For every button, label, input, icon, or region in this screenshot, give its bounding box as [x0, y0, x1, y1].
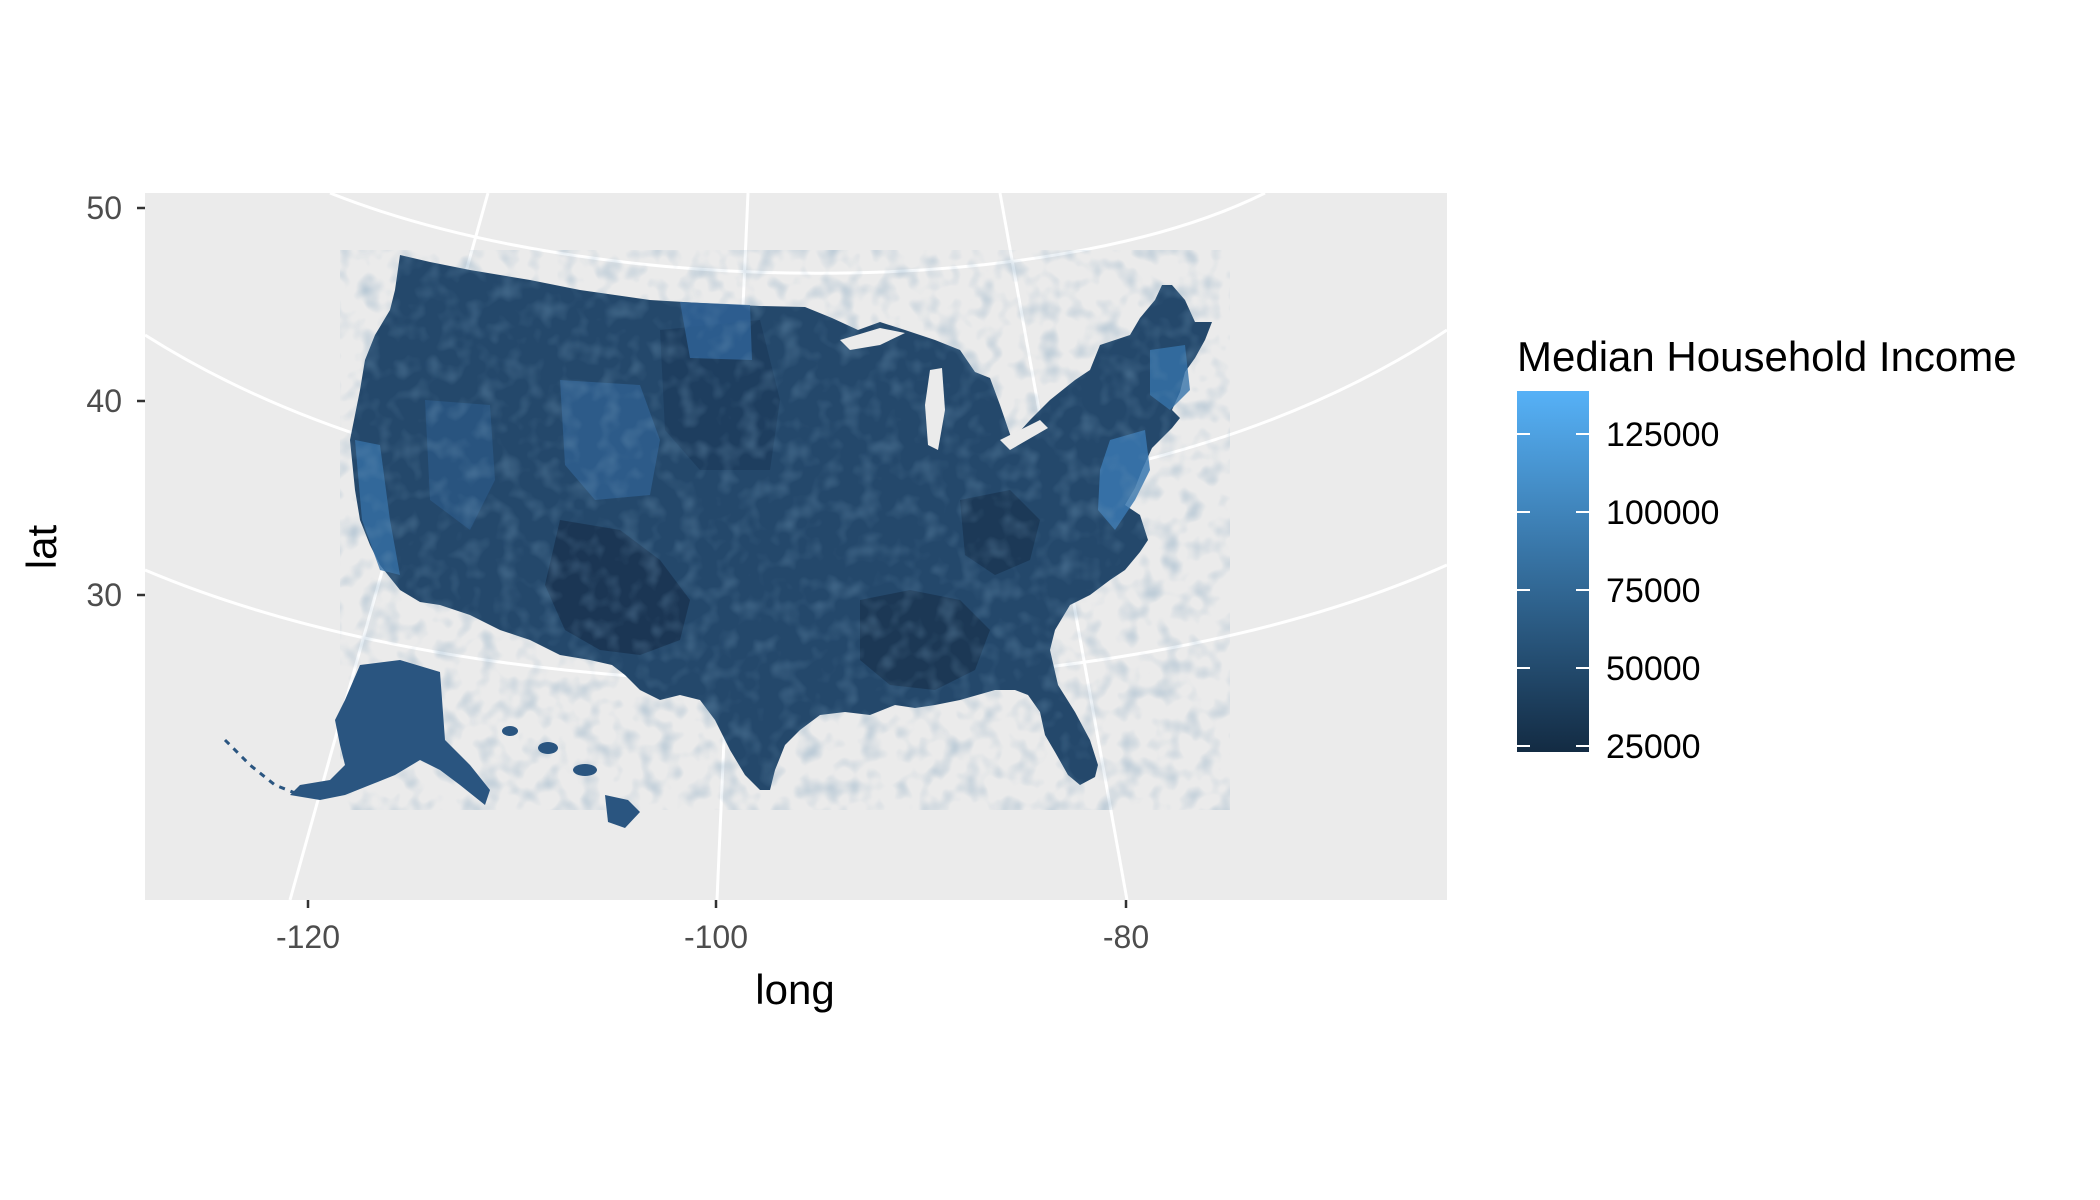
y-axis-title: lat — [18, 524, 65, 569]
us-map — [223, 250, 1230, 828]
hawaii-island-big — [605, 795, 640, 828]
legend: Median Household Income 125000 100000 75… — [1517, 333, 2017, 766]
y-axis — [137, 206, 145, 597]
legend-label-75000: 75000 — [1606, 572, 1701, 610]
x-tick-label-100: -100 — [684, 919, 748, 955]
legend-label-50000: 50000 — [1606, 650, 1701, 688]
y-tick-label-50: 50 — [86, 190, 122, 226]
legend-title: Median Household Income — [1517, 333, 2017, 380]
alaska-landmass — [290, 660, 490, 805]
lake-superior — [840, 328, 905, 350]
hawaii-island-kauai — [502, 726, 518, 736]
legend-ticks — [1517, 433, 1589, 747]
legend-label-125000: 125000 — [1606, 416, 1719, 454]
lake-erie — [1000, 420, 1048, 450]
hawaii-islands — [502, 726, 640, 828]
legend-label-25000: 25000 — [1606, 728, 1701, 766]
aleutian-islands — [223, 738, 301, 797]
legend-label-100000: 100000 — [1606, 494, 1719, 532]
x-axis — [306, 900, 1128, 908]
legend-colorbar — [1517, 391, 1589, 752]
x-tick-label-120: -120 — [276, 919, 340, 955]
y-tick-label-30: 30 — [86, 577, 122, 613]
county-texture — [340, 250, 1230, 810]
hawaii-island-maui — [573, 764, 597, 776]
hawaii-island-oahu — [538, 742, 558, 754]
x-tick-label-80: -80 — [1103, 919, 1149, 955]
lake-michigan — [925, 368, 945, 450]
x-axis-title: long — [755, 966, 834, 1013]
y-tick-label-40: 40 — [86, 383, 122, 419]
